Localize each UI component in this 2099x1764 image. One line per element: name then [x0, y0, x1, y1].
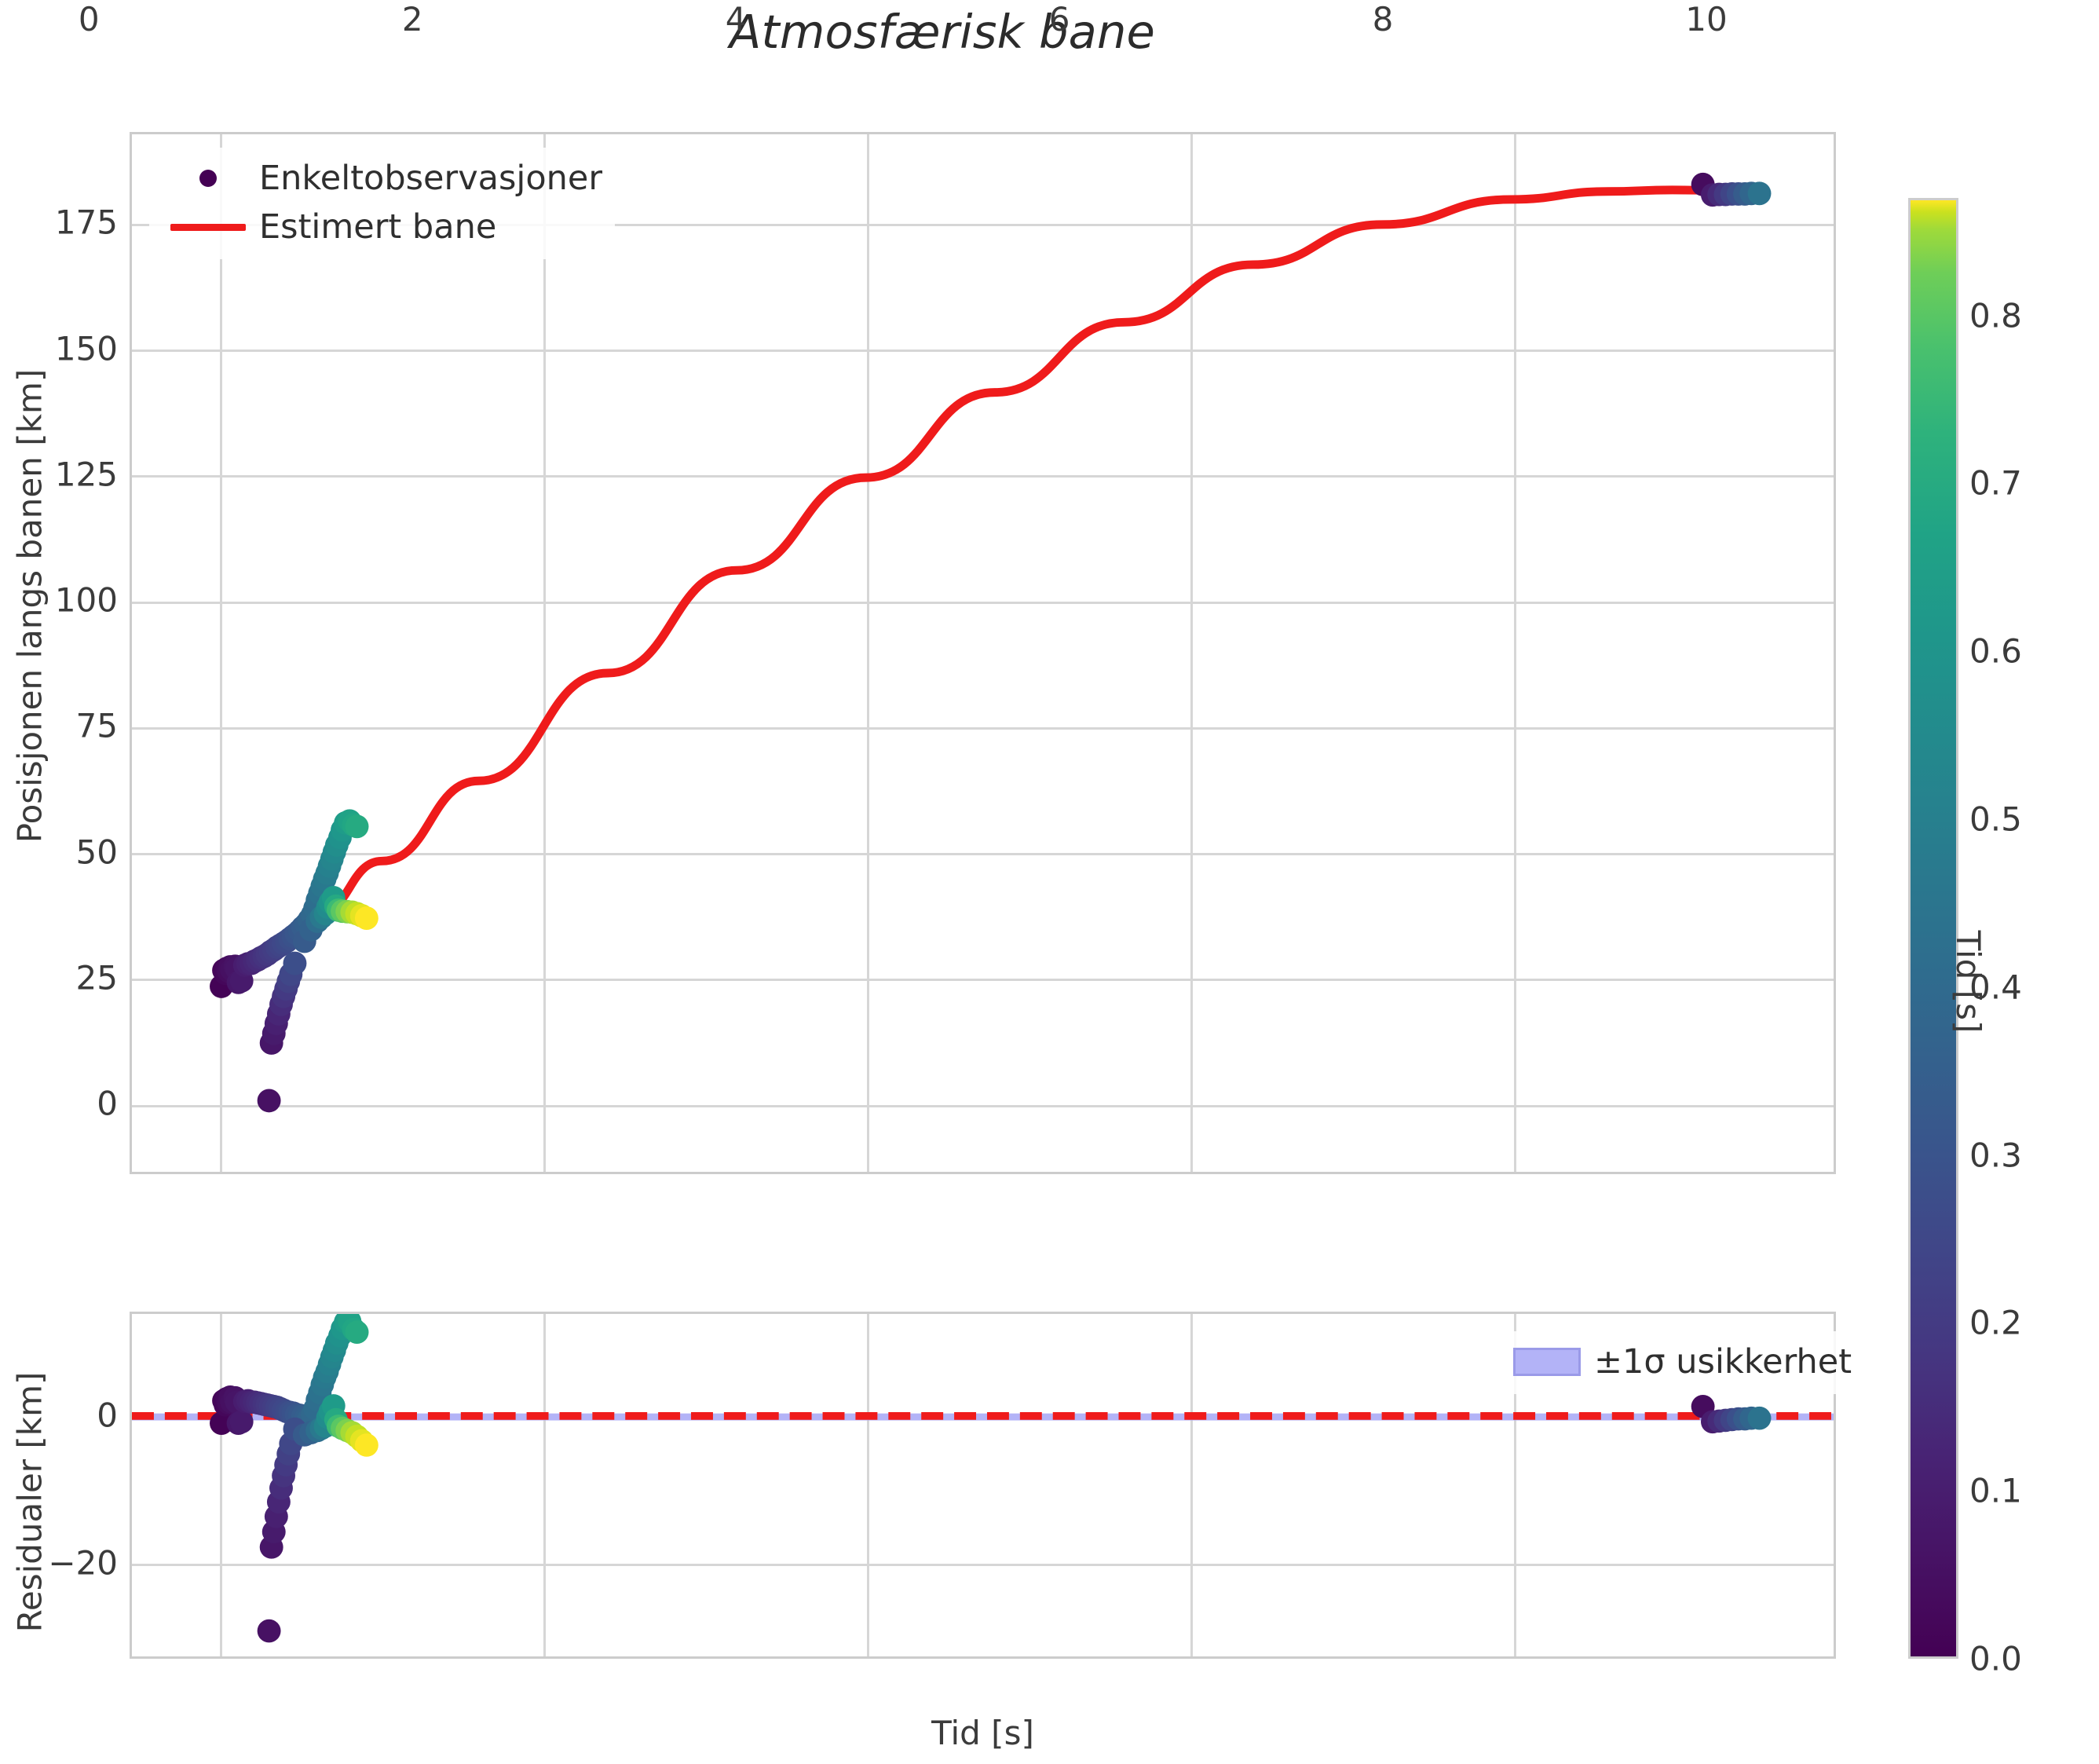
observation-point: [283, 951, 307, 975]
residuals-y-tick-label: 0: [97, 1396, 118, 1435]
main-gridline-vertical: [1190, 134, 1193, 1172]
legend-label-trajectory: Estimert bane: [259, 207, 497, 247]
main-plot-area: [132, 134, 1834, 1172]
main-y-tick-label: 0: [97, 1084, 118, 1123]
residuals-plot-canvas: [132, 1314, 1834, 1643]
observation-point: [354, 906, 378, 931]
residuals-gridline-vertical: [866, 1314, 869, 1656]
main-gridline-horizontal: [132, 475, 1834, 478]
main-y-tick-label: 125: [54, 455, 118, 494]
legend-item-trajectory: Estimert bane: [157, 203, 602, 251]
colorbar-tick-label: 0.4: [1969, 968, 2022, 1007]
residual-point: [257, 1619, 281, 1643]
observation-marker-icon: [157, 170, 259, 187]
colorbar-tick-label: 0.7: [1969, 463, 2022, 503]
main-gridline-vertical: [1513, 134, 1516, 1172]
x-tick-label: 4: [725, 0, 747, 38]
residuals-y-tick-label: −20: [48, 1543, 118, 1583]
observation-point: [345, 814, 369, 839]
main-y-tick-label: 50: [75, 833, 118, 872]
main-gridline-vertical: [543, 134, 546, 1172]
main-gridline-vertical: [219, 134, 222, 1172]
main-gridline-horizontal: [132, 601, 1834, 604]
main-y-tick-label: 100: [54, 580, 118, 620]
x-axis-ticks: 0 2 4 6 8 10: [0, 0, 1728, 47]
main-plot-canvas: [210, 172, 1772, 1113]
main-gridline-vertical: [866, 134, 869, 1172]
legend-item-observations: Enkeltobservasjoner: [157, 154, 602, 203]
main-legend: Enkeltobservasjoner Estimert bane: [149, 148, 616, 259]
colorbar-label: Tid [s]: [1949, 930, 1987, 1034]
main-gridline-horizontal: [132, 726, 1834, 730]
main-y-tick-label: 175: [54, 203, 118, 242]
colorbar-tick-label: 0.0: [1969, 1639, 2022, 1678]
residual-point: [229, 1410, 254, 1434]
main-plot-panel: [130, 132, 1836, 1174]
colorbar-tick-label: 0.8: [1969, 296, 2022, 335]
residuals-legend: ±1σ usikkerhet: [1492, 1331, 1865, 1394]
main-y-tick-label: 25: [75, 958, 118, 997]
colorbar-tick-label: 0.3: [1969, 1136, 2022, 1175]
main-y-ticks: 0 25 50 75 100 125 150 175: [16, 132, 118, 1174]
x-tick-label: 0: [78, 0, 100, 38]
residuals-gridline-vertical: [1190, 1314, 1193, 1656]
main-y-tick-label: 75: [75, 706, 118, 745]
legend-item-uncertainty: ±1σ usikkerhet: [1500, 1338, 1852, 1386]
x-tick-label: 8: [1372, 0, 1394, 38]
x-tick-label: 6: [1048, 0, 1070, 38]
colorbar-tick-label: 0.5: [1969, 800, 2022, 839]
x-tick-label: 2: [401, 0, 423, 38]
residuals-gridline-vertical: [543, 1314, 546, 1656]
colorbar-gradient: [1908, 198, 1958, 1659]
figure-title: Atmosfærisk bane: [729, 5, 1156, 59]
residuals-plot-area: [132, 1314, 1834, 1656]
main-gridline-horizontal: [132, 979, 1834, 982]
main-gridline-horizontal: [132, 853, 1834, 856]
residuals-gridline-horizontal: [132, 1564, 1834, 1567]
colorbar-tick-label: 0.6: [1969, 631, 2022, 671]
residuals-y-axis-label: Residualer [km]: [10, 1371, 49, 1633]
uncertainty-band: [132, 1413, 1834, 1421]
residuals-y-ticks: −20 0: [16, 1312, 118, 1659]
colorbar-tick-label: 0.1: [1969, 1471, 2022, 1510]
main-y-axis-label: Posisjonen langs banen [km]: [10, 368, 49, 844]
residual-point: [1747, 1406, 1772, 1430]
observation-point: [1747, 181, 1772, 206]
estimated-trajectory-line: [219, 185, 1766, 986]
main-y-tick-label: 150: [54, 329, 118, 368]
residuals-gridline-vertical: [219, 1314, 222, 1656]
trajectory-line-icon: [157, 223, 259, 231]
residual-point: [345, 1320, 369, 1344]
residual-point: [210, 1411, 233, 1435]
observation-point: [257, 1089, 281, 1113]
legend-label-uncertainty: ±1σ usikkerhet: [1594, 1342, 1852, 1382]
residuals-gridline-vertical: [1513, 1314, 1516, 1656]
main-gridline-horizontal: [132, 223, 1834, 226]
legend-label-observations: Enkeltobservasjoner: [259, 159, 603, 198]
colorbar: 0.0 0.1 0.2 0.3 0.4 0.5 0.6 0.7 0.8: [1908, 198, 2022, 1678]
x-axis-label: Tid [s]: [931, 1714, 1034, 1752]
main-gridline-horizontal: [132, 1104, 1834, 1107]
uncertainty-band-icon: [1500, 1348, 1594, 1376]
colorbar-tick-label: 0.2: [1969, 1303, 2022, 1342]
x-tick-label: 10: [1685, 0, 1728, 38]
main-gridline-horizontal: [132, 350, 1834, 353]
residual-point: [354, 1433, 378, 1457]
